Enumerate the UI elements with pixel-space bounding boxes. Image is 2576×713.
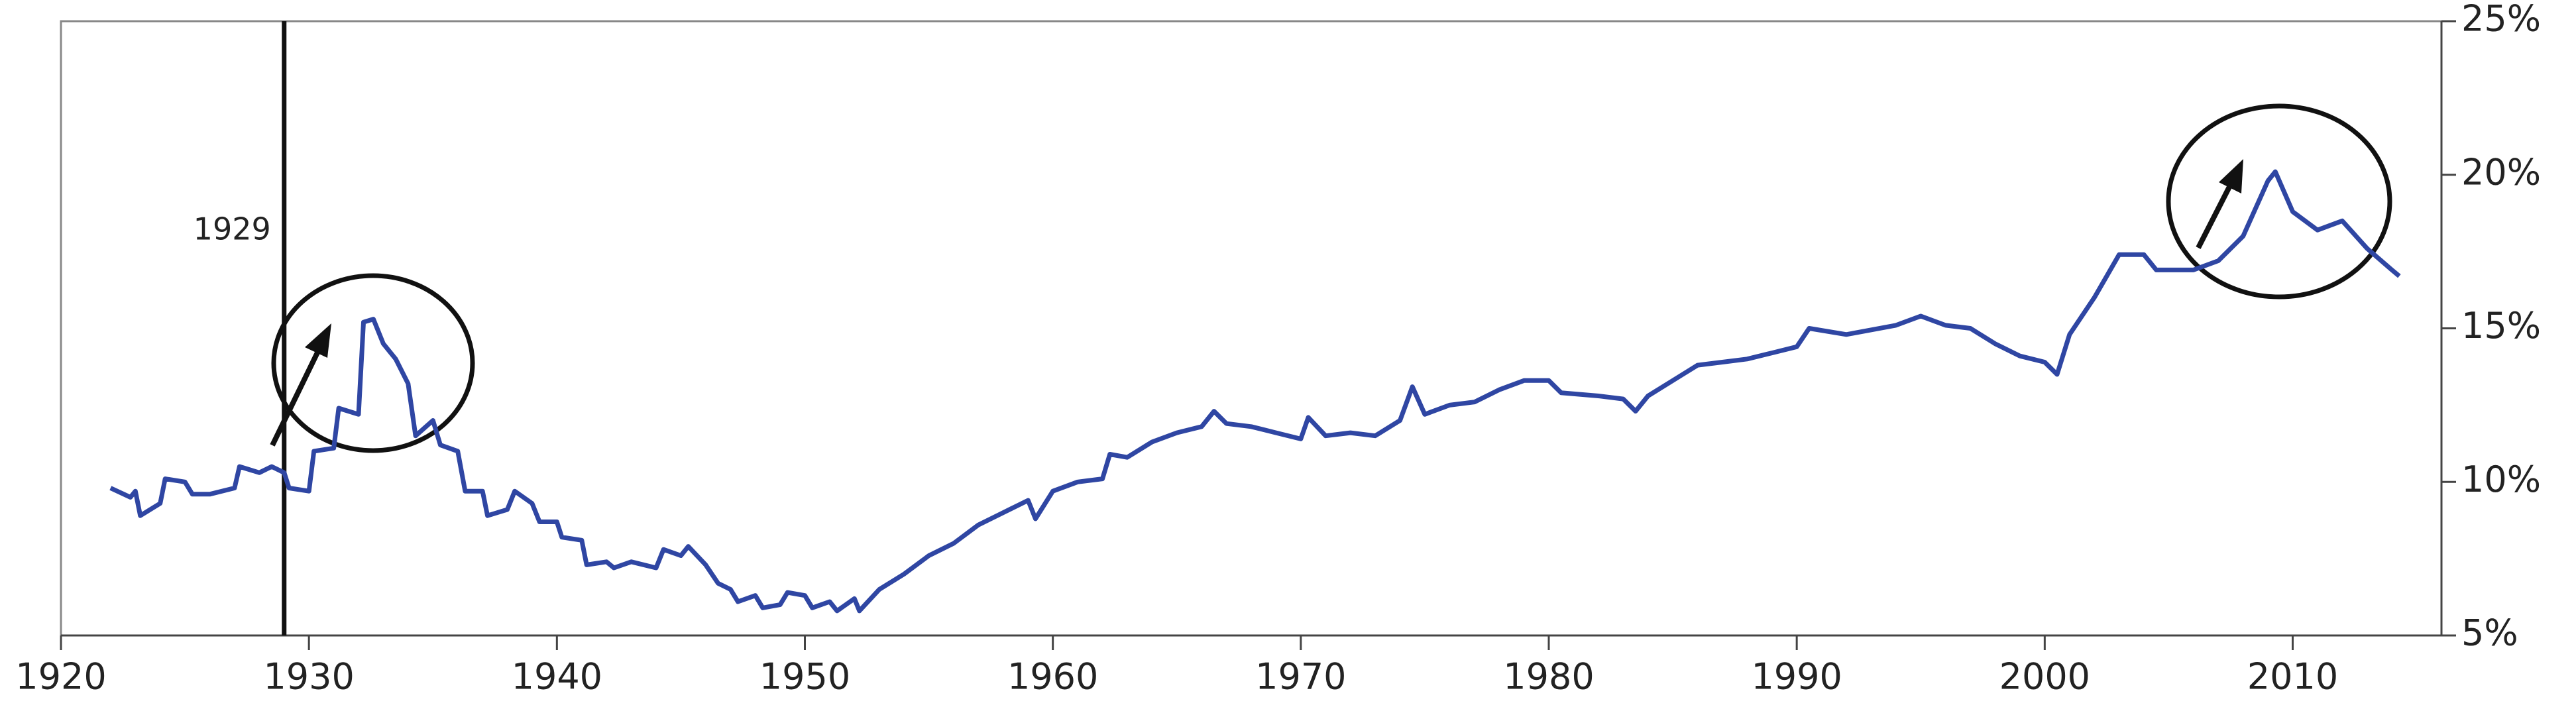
x-tick-label: 1950: [759, 656, 850, 698]
x-tick-label: 1980: [1503, 656, 1594, 698]
x-tick-label: 1990: [1751, 656, 1842, 698]
y-tick-label: 5%: [2461, 612, 2518, 654]
y-tick-label: 10%: [2461, 459, 2541, 500]
x-tick-label: 2010: [2247, 656, 2338, 698]
series-line: [109, 169, 2401, 614]
y-tick-label: 15%: [2461, 305, 2541, 347]
highlight-circle: [2166, 103, 2392, 300]
x-tick-label: 1960: [1007, 656, 1098, 698]
plot-frame: [60, 20, 2443, 637]
x-tick-label: 1940: [512, 656, 602, 698]
annotation-label: 1929: [194, 211, 271, 247]
arrow: [2196, 183, 2233, 249]
x-tick-label: 2000: [1999, 656, 2090, 698]
arrow-head: [305, 323, 331, 358]
x-tick-label: 1920: [15, 656, 106, 698]
x-tick-label: 1970: [1255, 656, 1346, 698]
highlight-circle: [271, 273, 475, 453]
arrow-head: [2219, 159, 2243, 193]
y-tick-label: 25%: [2461, 0, 2541, 40]
y-tick-label: 20%: [2461, 151, 2541, 193]
x-tick-label: 1930: [263, 656, 354, 698]
arrow: [270, 350, 321, 447]
